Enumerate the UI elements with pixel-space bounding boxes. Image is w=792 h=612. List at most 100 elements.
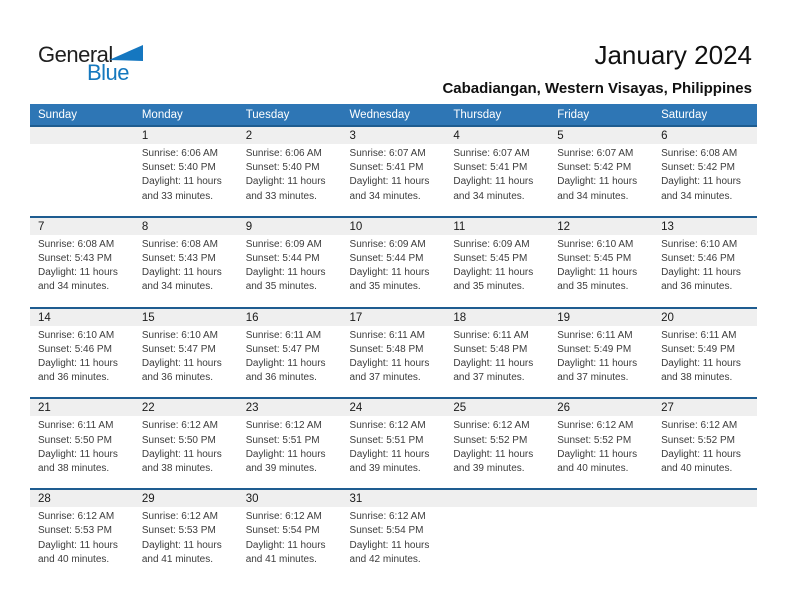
day-info: Sunrise: 6:12 AM Sunset: 5:51 PM Daylight:… bbox=[238, 416, 342, 488]
daylight-minutes-text: and 39 minutes. bbox=[349, 463, 421, 475]
daylight-minutes-text: and 35 minutes. bbox=[349, 281, 421, 293]
sunset-text: Sunset: 5:45 PM bbox=[557, 253, 632, 265]
day-cell: 15 Sunrise: 6:10 AM Sunset: 5:47 PM Dayligh… bbox=[133, 306, 238, 399]
sunrise-text: Sunrise: 6:12 AM bbox=[453, 420, 530, 432]
day-number: 4 bbox=[445, 127, 550, 144]
sunset-text: Sunset: 5:52 PM bbox=[557, 434, 632, 446]
daylight-minutes-text: and 40 minutes. bbox=[557, 463, 629, 475]
daylight-minutes-text: and 35 minutes. bbox=[453, 281, 525, 293]
week-row: 1 Sunrise: 6:06 AM Sunset: 5:40 PM Daylight… bbox=[30, 125, 757, 217]
day-info: Sunrise: 6:10 AM Sunset: 5:47 PM Daylight:… bbox=[134, 326, 238, 398]
day-info: Sunrise: 6:08 AM Sunset: 5:43 PM Daylight:… bbox=[30, 235, 134, 307]
sunset-text: Sunset: 5:49 PM bbox=[557, 343, 632, 355]
day-cell: 16 Sunrise: 6:11 AM Sunset: 5:47 PM Dayligh… bbox=[237, 306, 342, 399]
daylight-hours-text: Daylight: 11 hours bbox=[453, 176, 534, 188]
day-cell: 21 Sunrise: 6:11 AM Sunset: 5:50 PM Dayligh… bbox=[30, 397, 134, 490]
sunrise-text: Sunrise: 6:10 AM bbox=[38, 329, 115, 341]
sunrise-text: Sunrise: 6:08 AM bbox=[38, 238, 115, 250]
sunrise-text: Sunrise: 6:12 AM bbox=[38, 511, 115, 523]
day-number: 16 bbox=[237, 308, 342, 326]
weekday-header-sunday: Sunday bbox=[30, 104, 134, 126]
day-cell: 30 Sunrise: 6:12 AM Sunset: 5:54 PM Dayligh… bbox=[237, 488, 342, 580]
day-number: 28 bbox=[30, 490, 134, 508]
day-info: Sunrise: 6:06 AM Sunset: 5:40 PM Daylight:… bbox=[238, 144, 342, 216]
day-cell: 1 Sunrise: 6:06 AM Sunset: 5:40 PM Daylight… bbox=[133, 125, 238, 217]
day-info: Sunrise: 6:12 AM Sunset: 5:52 PM Daylight:… bbox=[653, 416, 757, 488]
daylight-hours-text: Daylight: 11 hours bbox=[557, 267, 638, 279]
day-cell: 29 Sunrise: 6:12 AM Sunset: 5:53 PM Dayligh… bbox=[133, 488, 238, 580]
day-info: Sunrise: 6:08 AM Sunset: 5:42 PM Daylight:… bbox=[653, 144, 757, 216]
daylight-minutes-text: and 38 minutes. bbox=[141, 463, 214, 475]
sunrise-text: Sunrise: 6:12 AM bbox=[349, 420, 426, 432]
daylight-minutes-text: and 36 minutes. bbox=[245, 372, 317, 384]
empty-day-cell bbox=[549, 488, 654, 580]
day-number: 29 bbox=[133, 490, 238, 508]
sunrise-text: Sunrise: 6:11 AM bbox=[453, 329, 529, 341]
daylight-minutes-text: and 40 minutes. bbox=[38, 553, 110, 565]
day-number: 20 bbox=[653, 308, 757, 326]
daylight-minutes-text: and 40 minutes. bbox=[661, 463, 733, 475]
weekday-header-row: Sunday Monday Tuesday Wednesday Thursday… bbox=[30, 104, 757, 126]
day-number bbox=[653, 490, 757, 508]
daylight-minutes-text: and 42 minutes. bbox=[349, 553, 421, 565]
day-info: Sunrise: 6:11 AM Sunset: 5:48 PM Daylight:… bbox=[342, 326, 446, 398]
sunset-text: Sunset: 5:47 PM bbox=[141, 343, 216, 355]
day-info: Sunrise: 6:12 AM Sunset: 5:52 PM Daylight:… bbox=[549, 416, 653, 488]
weekday-header-saturday: Saturday bbox=[653, 104, 757, 126]
daylight-minutes-text: and 39 minutes. bbox=[245, 463, 317, 475]
sunrise-text: Sunrise: 6:11 AM bbox=[557, 329, 633, 341]
daylight-minutes-text: and 41 minutes. bbox=[141, 553, 214, 565]
day-cell: 6 Sunrise: 6:08 AM Sunset: 5:42 PM Daylight… bbox=[653, 125, 757, 217]
day-info: Sunrise: 6:07 AM Sunset: 5:41 PM Daylight:… bbox=[445, 144, 549, 216]
day-cell: 19 Sunrise: 6:11 AM Sunset: 5:49 PM Dayligh… bbox=[549, 306, 654, 399]
day-cell: 18 Sunrise: 6:11 AM Sunset: 5:48 PM Dayligh… bbox=[445, 306, 550, 399]
day-number: 24 bbox=[341, 399, 446, 417]
weekday-header-friday: Friday bbox=[549, 104, 654, 126]
sunset-text: Sunset: 5:50 PM bbox=[38, 434, 112, 446]
daylight-hours-text: Daylight: 11 hours bbox=[453, 267, 534, 279]
day-info: Sunrise: 6:10 AM Sunset: 5:46 PM Daylight:… bbox=[30, 326, 134, 398]
day-number: 1 bbox=[133, 127, 238, 144]
day-number: 9 bbox=[237, 217, 342, 235]
day-cell: 4 Sunrise: 6:07 AM Sunset: 5:41 PM Daylight… bbox=[445, 125, 550, 217]
sunset-text: Sunset: 5:51 PM bbox=[245, 434, 320, 446]
sunset-text: Sunset: 5:40 PM bbox=[141, 162, 216, 174]
month-title: January 2024 bbox=[594, 40, 752, 70]
sunrise-text: Sunrise: 6:09 AM bbox=[245, 238, 322, 250]
sunrise-text: Sunrise: 6:07 AM bbox=[349, 148, 426, 159]
daylight-hours-text: Daylight: 11 hours bbox=[141, 176, 222, 188]
daylight-hours-text: Daylight: 11 hours bbox=[245, 448, 326, 460]
empty-day-cell bbox=[445, 488, 550, 580]
daylight-minutes-text: and 36 minutes. bbox=[141, 372, 214, 384]
logo-triangle-icon bbox=[108, 45, 143, 61]
day-cell: 20 Sunrise: 6:11 AM Sunset: 5:49 PM Dayligh… bbox=[653, 306, 757, 399]
week-row: 28 Sunrise: 6:12 AM Sunset: 5:53 PM Dayligh… bbox=[30, 488, 757, 580]
day-number bbox=[30, 127, 134, 144]
day-number: 2 bbox=[237, 127, 342, 144]
daylight-minutes-text: and 33 minutes. bbox=[141, 190, 214, 202]
day-cell: 31 Sunrise: 6:12 AM Sunset: 5:54 PM Dayligh… bbox=[341, 488, 446, 580]
sunrise-text: Sunrise: 6:11 AM bbox=[349, 329, 425, 341]
week-row: 7 Sunrise: 6:08 AM Sunset: 5:43 PM Daylight… bbox=[30, 215, 757, 308]
sunset-text: Sunset: 5:53 PM bbox=[141, 525, 216, 537]
day-cell: 26 Sunrise: 6:12 AM Sunset: 5:52 PM Dayligh… bbox=[549, 397, 654, 490]
day-info bbox=[653, 507, 757, 522]
daylight-hours-text: Daylight: 11 hours bbox=[453, 358, 534, 370]
daylight-hours-text: Daylight: 11 hours bbox=[349, 358, 430, 370]
sunrise-text: Sunrise: 6:10 AM bbox=[141, 329, 218, 341]
sunset-text: Sunset: 5:54 PM bbox=[349, 525, 424, 537]
daylight-hours-text: Daylight: 11 hours bbox=[141, 448, 222, 460]
sunset-text: Sunset: 5:41 PM bbox=[453, 162, 528, 174]
day-cell: 3 Sunrise: 6:07 AM Sunset: 5:41 PM Daylight… bbox=[341, 125, 446, 217]
day-cell: 9 Sunrise: 6:09 AM Sunset: 5:44 PM Daylight… bbox=[237, 215, 342, 308]
sunrise-text: Sunrise: 6:12 AM bbox=[245, 420, 322, 432]
daylight-hours-text: Daylight: 11 hours bbox=[245, 176, 326, 188]
daylight-minutes-text: and 34 minutes. bbox=[38, 281, 110, 293]
calendar-body: 1 Sunrise: 6:06 AM Sunset: 5:40 PM Daylight… bbox=[30, 125, 757, 580]
title-area: January 2024 Cabadiangan, Western Visaya… bbox=[192, 40, 752, 97]
sunset-text: Sunset: 5:42 PM bbox=[661, 162, 735, 174]
daylight-hours-text: Daylight: 11 hours bbox=[557, 358, 638, 370]
calendar-table: Sunday Monday Tuesday Wednesday Thursday… bbox=[30, 104, 757, 580]
day-info: Sunrise: 6:08 AM Sunset: 5:43 PM Daylight:… bbox=[134, 235, 238, 307]
day-info: Sunrise: 6:11 AM Sunset: 5:48 PM Daylight:… bbox=[445, 326, 549, 398]
